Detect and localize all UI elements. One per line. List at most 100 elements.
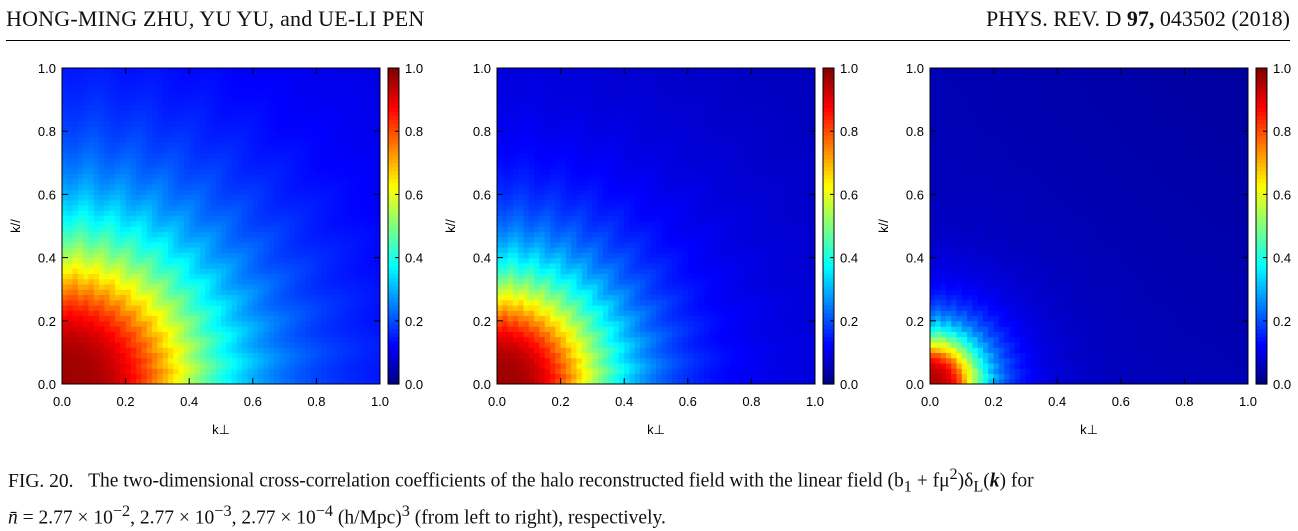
heatmap-cell — [115, 121, 121, 127]
heatmap-cell — [285, 152, 291, 158]
heatmap-cell — [115, 110, 121, 116]
heatmap-cell — [285, 363, 291, 369]
heatmap-cell — [179, 200, 185, 206]
heatmap-cell — [179, 294, 185, 300]
heatmap-cell — [226, 321, 232, 327]
heatmap-cell — [571, 284, 577, 290]
colorbar-segment — [388, 356, 399, 361]
heatmap-cell — [322, 237, 328, 243]
heatmap-cell — [348, 300, 354, 306]
heatmap-cell — [332, 142, 338, 148]
heatmap-cell — [62, 347, 68, 353]
heatmap-cell — [577, 110, 583, 116]
heatmap-cell — [104, 210, 110, 216]
heatmap-cell — [311, 152, 317, 158]
heatmap-cell — [274, 100, 280, 106]
heatmap-cell — [301, 347, 307, 353]
heatmap-cell — [126, 136, 132, 142]
heatmap-cell — [67, 110, 73, 116]
heatmap-cell — [566, 368, 572, 374]
heatmap-cell — [142, 363, 148, 369]
heatmap-cell — [263, 337, 269, 343]
heatmap-cell — [258, 158, 264, 164]
heatmap-cell — [555, 326, 561, 332]
heatmap-cell — [99, 200, 105, 206]
heatmap-cell — [566, 363, 572, 369]
heatmap-cell — [163, 305, 169, 311]
heatmap-cell — [163, 142, 169, 148]
heatmap-cell — [534, 131, 540, 137]
heatmap-cell — [306, 279, 312, 285]
heatmap-cell — [152, 337, 158, 343]
heatmap-cell — [306, 73, 312, 79]
heatmap-cell — [242, 184, 248, 190]
heatmap-cell — [157, 115, 163, 121]
heatmap-cell — [518, 268, 524, 274]
heatmap-cell — [311, 194, 317, 200]
heatmap-cell — [210, 131, 216, 137]
heatmap-cell — [269, 279, 275, 285]
heatmap-cell — [508, 158, 514, 164]
heatmap-cell — [550, 168, 556, 174]
heatmap-cell — [110, 337, 116, 343]
heatmap-cell — [561, 121, 567, 127]
heatmap-cell — [566, 84, 572, 90]
heatmap-cell — [152, 194, 158, 200]
heatmap-cell — [529, 342, 535, 348]
heatmap-cell — [173, 358, 179, 364]
heatmap-cell — [179, 205, 185, 211]
heatmap-cell — [226, 237, 232, 243]
heatmap-cell — [232, 94, 238, 100]
heatmap-cell — [152, 316, 158, 322]
heatmap-cell — [285, 163, 291, 169]
heatmap-cell — [200, 358, 206, 364]
heatmap-cell — [561, 289, 567, 295]
journal-volume: 97, — [1127, 6, 1155, 31]
heatmap-cell — [539, 331, 545, 337]
heatmap-cell — [518, 316, 524, 322]
heatmap-cell — [216, 126, 222, 132]
heatmap-cell — [237, 284, 243, 290]
heatmap-cell — [550, 89, 556, 95]
heatmap-cell — [210, 279, 216, 285]
heatmap-cell — [359, 94, 365, 100]
heatmap-cell — [587, 100, 593, 106]
heatmap-cell — [359, 347, 365, 353]
heatmap-cell — [78, 263, 84, 269]
heatmap-cell — [263, 189, 269, 195]
heatmap-cell — [513, 73, 519, 79]
heatmap-cell — [592, 142, 598, 148]
heatmap-cell — [316, 84, 322, 90]
heatmap-cell — [189, 115, 195, 121]
heatmap-cell — [327, 279, 333, 285]
heatmap-cell — [327, 352, 333, 358]
heatmap-cell — [189, 131, 195, 137]
heatmap-cell — [364, 226, 370, 232]
heatmap-cell — [550, 142, 556, 148]
heatmap-cell — [285, 184, 291, 190]
heatmap-cell — [571, 205, 577, 211]
heatmap-cell — [157, 200, 163, 206]
heatmap-cell — [343, 79, 349, 85]
heatmap-cell — [269, 226, 275, 232]
heatmap-cell — [348, 247, 354, 253]
heatmap-cell — [555, 284, 561, 290]
heatmap-cell — [561, 163, 567, 169]
heatmap-cell — [83, 242, 89, 248]
heatmap-cell — [545, 342, 551, 348]
heatmap-cell — [73, 158, 79, 164]
heatmap-cell — [62, 279, 68, 285]
heatmap-cell — [226, 89, 232, 95]
heatmap-cell — [571, 189, 577, 195]
heatmap-cell — [210, 68, 216, 74]
heatmap-cell — [577, 221, 583, 227]
heatmap-cell — [539, 189, 545, 195]
heatmap-cell — [226, 147, 232, 153]
heatmap-cell — [216, 210, 222, 216]
heatmap-cell — [99, 368, 105, 374]
heatmap-cell — [110, 89, 116, 95]
heatmap-cell — [83, 84, 89, 90]
heatmap-cell — [168, 194, 174, 200]
heatmap-cell — [311, 147, 317, 153]
heatmap-cell — [306, 289, 312, 295]
